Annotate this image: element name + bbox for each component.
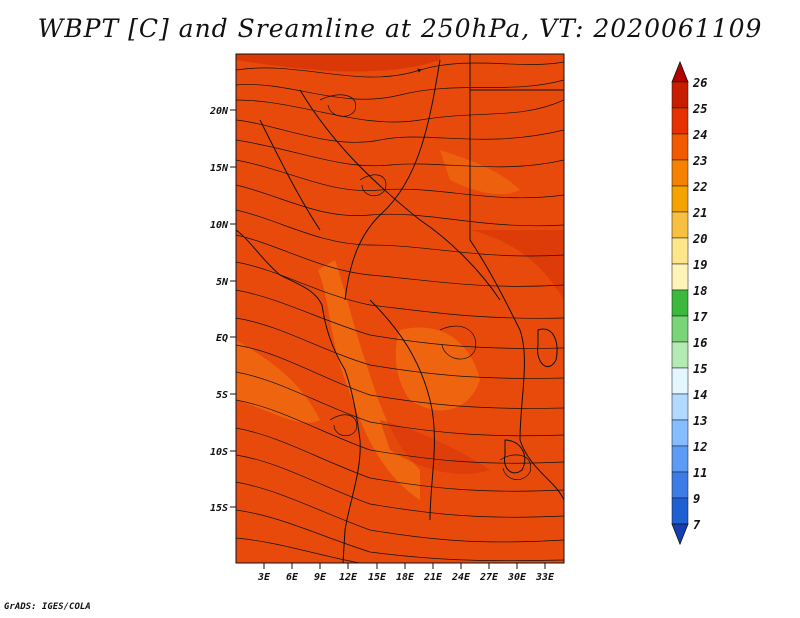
colorbar-label: 12 — [693, 440, 707, 454]
colorbar-top-arrow — [671, 60, 689, 83]
lon-tick-label: 18E — [396, 572, 415, 583]
coastlines-borders — [236, 54, 564, 563]
colorbar-label: 7 — [693, 518, 701, 532]
colorbar-label: 19 — [693, 258, 707, 272]
colorbar-label: 9 — [693, 492, 700, 506]
colorbar-bottom-arrow — [671, 523, 689, 546]
colorbar-swatch — [671, 133, 689, 161]
colorbar-label: 22 — [692, 180, 707, 194]
colorbar-label: 13 — [693, 414, 707, 428]
colorbar-label: 23 — [692, 154, 707, 168]
lon-axis: 3E 6E 9E 12E 15E 18E 21E 24E 27E 30E 33E — [257, 563, 555, 583]
colorbar-swatch — [671, 211, 689, 239]
lat-tick-label: 5S — [216, 390, 228, 401]
lon-tick-label: 33E — [535, 572, 555, 583]
colorbar-swatch — [671, 419, 689, 447]
colorbar-swatch — [671, 263, 689, 291]
colorbar-label: 26 — [692, 76, 707, 90]
colorbar-swatch — [671, 497, 689, 525]
lat-tick-label: EQ — [216, 333, 228, 344]
streamlines — [236, 61, 564, 563]
lat-tick-label: 15N — [210, 163, 229, 174]
lon-tick-label: 30E — [507, 572, 527, 583]
colorbar-swatch — [671, 393, 689, 421]
lat-tick-label: 10N — [210, 220, 229, 231]
grads-credit: GrADS: IGES/COLA — [4, 602, 91, 612]
lon-tick-label: 27E — [479, 572, 499, 583]
lon-tick-label: 12E — [339, 572, 358, 583]
lat-axis: 20N 15N 10N 5N EQ 5S 10S 15S — [209, 106, 236, 514]
colorbar-label: 21 — [692, 206, 707, 220]
lon-tick-label: 21E — [423, 572, 443, 583]
lon-tick-label: 15E — [368, 572, 387, 583]
colorbar: 26 25 24 23 22 21 20 19 18 17 16 15 14 13 12 11 9 7 — [671, 60, 708, 546]
lon-tick-label: 3E — [257, 572, 271, 583]
lat-tick-label: 5N — [216, 277, 229, 288]
colorbar-label: 24 — [692, 128, 707, 142]
colorbar-swatch — [671, 289, 689, 317]
colorbar-swatch — [671, 185, 689, 213]
map-title: WBPT [C] and Sreamline at 250hPa, VT: 20… — [37, 14, 763, 43]
lat-tick-label: 20N — [209, 106, 229, 117]
colorbar-swatch — [671, 81, 689, 109]
colorbar-swatch — [671, 367, 689, 395]
lon-tick-label: 24E — [451, 572, 471, 583]
lat-tick-label: 15S — [210, 503, 228, 514]
colorbar-swatch — [671, 237, 689, 265]
colorbar-label: 20 — [692, 232, 707, 246]
colorbar-swatch — [671, 445, 689, 473]
colorbar-swatch — [671, 315, 689, 343]
wbpt-field — [236, 54, 564, 563]
colorbar-label: 11 — [693, 466, 707, 480]
lat-tick-label: 10S — [210, 447, 228, 458]
colorbar-label: 15 — [693, 362, 707, 376]
colorbar-label: 17 — [693, 310, 708, 324]
plot-frame — [235, 53, 565, 564]
colorbar-label: 18 — [693, 284, 707, 298]
colorbar-label: 25 — [692, 102, 707, 116]
colorbar-swatch — [671, 159, 689, 187]
colorbar-label: 16 — [693, 336, 707, 350]
colorbar-swatch — [671, 107, 689, 135]
lon-tick-label: 9E — [314, 572, 327, 583]
lon-tick-label: 6E — [286, 572, 299, 583]
colorbar-label: 14 — [693, 388, 707, 402]
colorbar-swatch — [671, 341, 689, 369]
colorbar-swatch — [671, 471, 689, 499]
